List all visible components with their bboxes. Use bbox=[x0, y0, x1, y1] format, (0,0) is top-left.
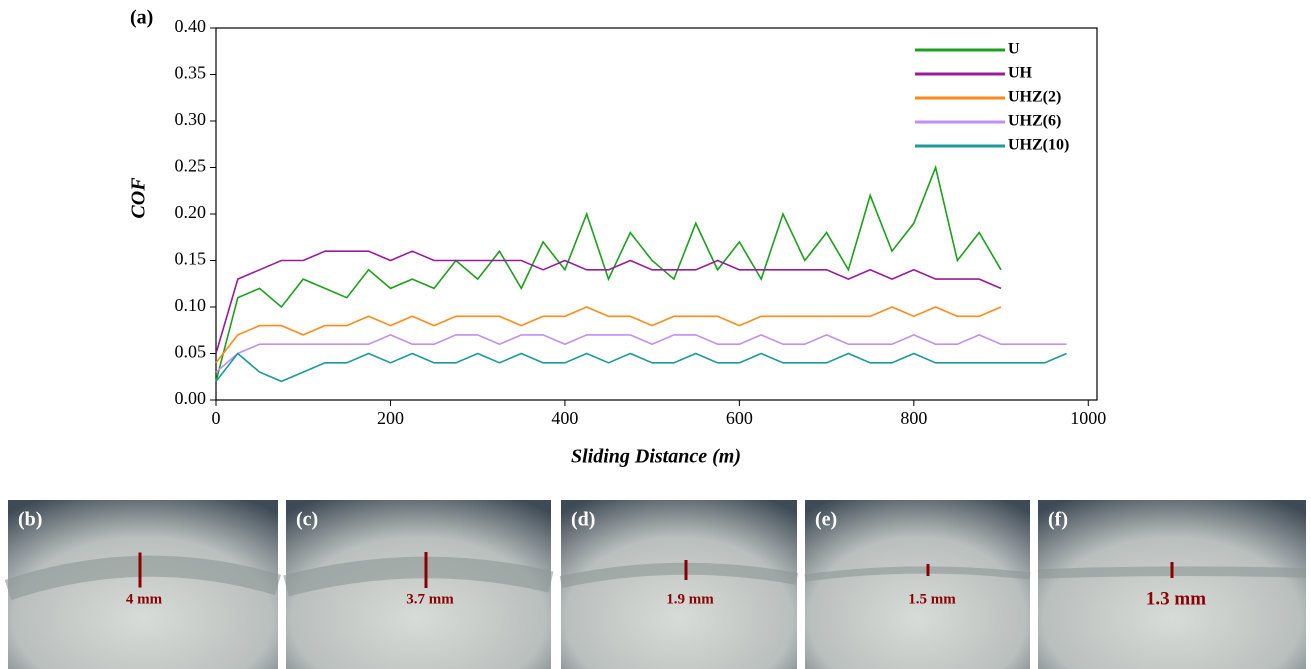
scale-label: 1.9 mm bbox=[666, 591, 714, 607]
photo-panel: (d) 1.9 mm bbox=[559, 500, 799, 669]
scale-label: 1.5 mm bbox=[908, 591, 956, 607]
x-tick-label: 1000 bbox=[1070, 408, 1106, 428]
photo bbox=[1038, 500, 1306, 669]
wear-track bbox=[559, 562, 799, 588]
y-tick-label: 0.00 bbox=[175, 388, 207, 408]
y-tick-label: 0.05 bbox=[175, 342, 207, 362]
panel-label: (c) bbox=[296, 509, 318, 531]
scale-label: 1.3 mm bbox=[1146, 588, 1206, 609]
x-tick-label: 600 bbox=[726, 408, 753, 428]
photo-panel: (b) 4 mm bbox=[4, 500, 281, 669]
x-tick-label: 0 bbox=[212, 408, 221, 428]
wear-track bbox=[804, 566, 1031, 582]
y-tick-label: 0.30 bbox=[175, 109, 207, 129]
x-tick-label: 800 bbox=[900, 408, 927, 428]
legend-label: UHZ(2) bbox=[1008, 89, 1061, 106]
x-axis-label: Sliding Distance (m) bbox=[571, 446, 741, 468]
legend-label: U bbox=[1008, 41, 1020, 58]
panel-label: (b) bbox=[18, 509, 42, 531]
series-line bbox=[215, 334, 1067, 373]
photo-panel: (c) 3.7 mm bbox=[283, 500, 554, 669]
y-tick-label: 0.20 bbox=[175, 202, 207, 222]
series-line bbox=[215, 306, 1002, 364]
legend-label: UHZ(6) bbox=[1008, 113, 1061, 130]
series-line bbox=[215, 250, 1002, 354]
x-tick-label: 400 bbox=[551, 408, 578, 428]
y-axis-label: COF bbox=[128, 177, 150, 219]
y-tick-label: 0.25 bbox=[175, 156, 207, 176]
photo bbox=[561, 500, 797, 669]
photo-panel: (e) 1.5 mm bbox=[804, 500, 1031, 669]
legend-label: UH bbox=[1008, 65, 1033, 82]
photo bbox=[805, 500, 1030, 669]
y-tick-label: 0.15 bbox=[175, 249, 207, 269]
photo-panel: (f) 1.3 mm bbox=[1037, 500, 1307, 669]
x-tick-label: 200 bbox=[377, 408, 404, 428]
scale-label: 3.7 mm bbox=[406, 591, 454, 607]
wear-track bbox=[4, 555, 281, 600]
y-tick-label: 0.10 bbox=[175, 295, 207, 315]
panel-label: (d) bbox=[571, 509, 595, 531]
scale-label: 4 mm bbox=[126, 591, 163, 607]
y-tick-label: 0.40 bbox=[175, 16, 207, 36]
panel-label: (a) bbox=[130, 7, 153, 29]
panel-label: (e) bbox=[815, 509, 837, 531]
series-line bbox=[215, 164, 1002, 382]
y-tick-label: 0.35 bbox=[175, 63, 207, 83]
series-line bbox=[215, 352, 1067, 383]
legend-label: UHZ(10) bbox=[1008, 137, 1069, 154]
wear-track bbox=[283, 556, 554, 597]
panel-label: (f) bbox=[1048, 509, 1068, 531]
